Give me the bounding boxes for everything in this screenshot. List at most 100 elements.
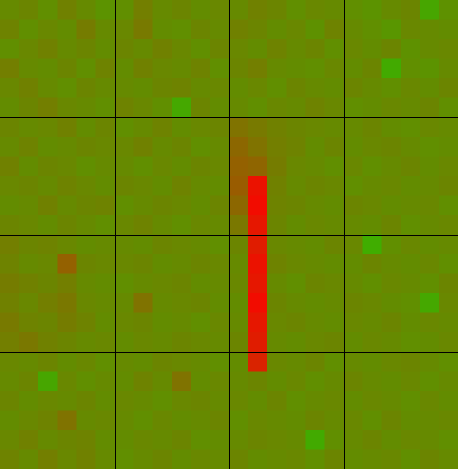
heatmap-cell <box>438 293 458 314</box>
heatmap-cell <box>209 117 230 138</box>
heatmap-cell <box>19 371 39 392</box>
heatmap-cell <box>0 97 20 118</box>
heatmap-cell <box>286 97 306 118</box>
heatmap-cell <box>362 117 383 138</box>
heatmap-cell <box>286 0 306 21</box>
heatmap-cell <box>133 78 154 99</box>
heatmap-cell <box>286 58 306 79</box>
heatmap-cell <box>229 390 249 411</box>
heatmap-cell <box>152 97 173 118</box>
heatmap-cell <box>267 0 287 21</box>
heatmap-cell <box>324 371 344 392</box>
heatmap-cell <box>152 254 173 275</box>
heatmap-cell <box>267 117 287 138</box>
heatmap-cell <box>152 117 173 138</box>
heatmap-cell <box>152 390 173 411</box>
heatmap-cell <box>95 234 115 255</box>
heatmap-cell <box>152 39 173 60</box>
heatmap-cell <box>438 254 458 275</box>
heatmap-cell <box>324 332 344 353</box>
heatmap-cell <box>76 78 96 99</box>
heatmap-cell <box>209 0 230 21</box>
heatmap-cell <box>248 39 268 60</box>
heatmap-cell <box>19 117 39 138</box>
heatmap-cell <box>305 175 325 196</box>
heatmap-cell <box>381 429 402 450</box>
heatmap-cell <box>419 156 440 177</box>
heatmap-cell <box>57 234 77 255</box>
heatmap-cell <box>171 312 192 333</box>
heatmap-cell <box>114 332 135 353</box>
heatmap-cell <box>57 136 77 157</box>
heatmap-cell <box>57 390 77 411</box>
heatmap-cell <box>152 78 173 99</box>
heatmap-cell <box>76 390 96 411</box>
heatmap-cell <box>76 371 96 392</box>
heatmap-cell <box>95 214 115 235</box>
heatmap-cell <box>38 293 58 314</box>
heatmap-cell <box>95 195 115 216</box>
heatmap-cell <box>286 156 306 177</box>
heatmap-cell <box>267 410 287 431</box>
heatmap-cell <box>152 214 173 235</box>
heatmap-cell <box>57 410 77 431</box>
heatmap-cell <box>400 0 421 21</box>
heatmap-cell <box>190 273 211 294</box>
heatmap-cell <box>38 371 58 392</box>
heatmap-cell <box>305 390 325 411</box>
heatmap-cell <box>76 117 96 138</box>
heatmap-cell <box>362 312 383 333</box>
heatmap-cell <box>114 214 135 235</box>
heatmap-cell <box>19 39 39 60</box>
heatmap-cell <box>209 371 230 392</box>
heatmap-cell <box>419 19 440 40</box>
heatmap-cell <box>152 58 173 79</box>
heatmap-cell <box>38 117 58 138</box>
heatmap-cell <box>152 156 173 177</box>
heatmap-cell <box>343 254 364 275</box>
heatmap-cell <box>438 273 458 294</box>
heatmap-cell <box>305 293 325 314</box>
heatmap-cell <box>343 39 364 60</box>
heatmap-cell <box>229 449 249 469</box>
heatmap-cell <box>57 58 77 79</box>
heatmap-cell <box>248 449 268 469</box>
heatmap-cell <box>190 371 211 392</box>
heatmap-cell <box>133 136 154 157</box>
heatmap-cell <box>152 273 173 294</box>
heatmap-cell <box>95 97 115 118</box>
heatmap-cell <box>133 39 154 60</box>
heatmap-cell <box>324 449 344 469</box>
heatmap-cell <box>267 97 287 118</box>
heatmap-cell <box>38 78 58 99</box>
heatmap-cell <box>190 156 211 177</box>
heatmap-cell <box>152 410 173 431</box>
heatmap-cell <box>152 449 173 469</box>
heatmap-cell <box>114 293 135 314</box>
heatmap-cell <box>419 410 440 431</box>
heatmap-cell <box>76 332 96 353</box>
heatmap-cell <box>133 0 154 21</box>
heatmap-cell <box>229 214 249 235</box>
heatmap-cell <box>0 214 20 235</box>
heatmap-cell <box>38 175 58 196</box>
heatmap-cell <box>114 273 135 294</box>
heatmap-cell <box>19 58 39 79</box>
heatmap-cell <box>229 136 249 157</box>
heatmap-cell <box>133 156 154 177</box>
heatmap-cell <box>0 312 20 333</box>
heatmap-cell <box>419 254 440 275</box>
heatmap-cell <box>133 351 154 372</box>
heatmap-cell <box>38 312 58 333</box>
heatmap-cell <box>362 0 383 21</box>
heatmap-cell <box>57 429 77 450</box>
heatmap-cell <box>267 371 287 392</box>
heatmap-cell <box>171 293 192 314</box>
heatmap-cell <box>209 195 230 216</box>
heatmap-cell <box>438 390 458 411</box>
heatmap-cell <box>267 156 287 177</box>
heatmap-cell <box>0 175 20 196</box>
heatmap-cell <box>171 390 192 411</box>
heatmap-cell <box>267 175 287 196</box>
heatmap-cell <box>209 351 230 372</box>
